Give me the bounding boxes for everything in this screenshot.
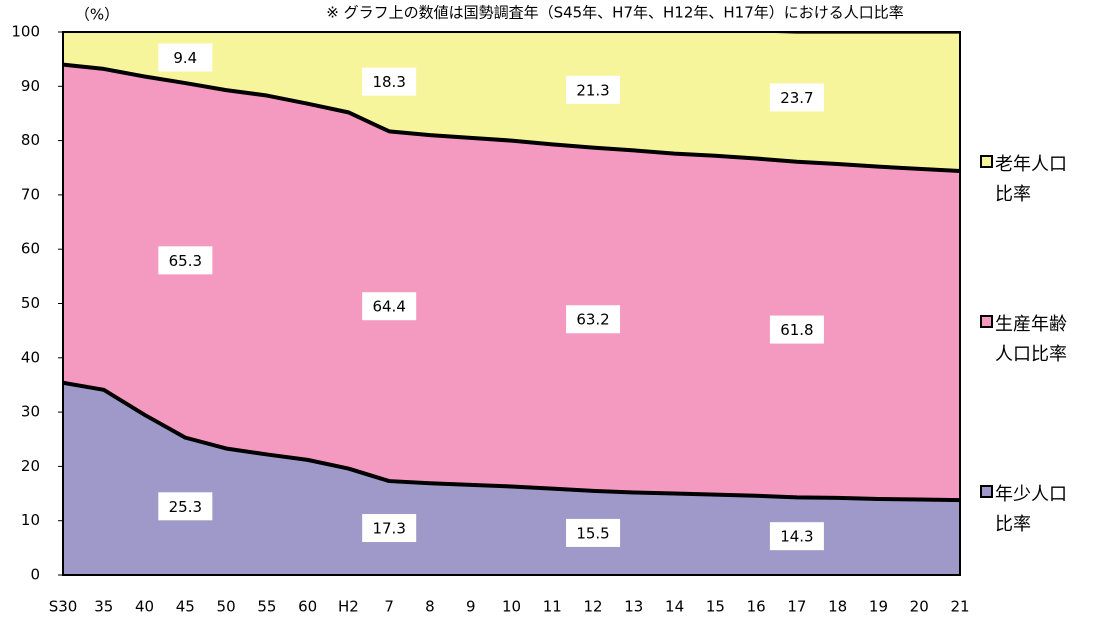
x-tick-label: 21 xyxy=(950,598,969,616)
legend-label: 老年人口比率 xyxy=(995,154,1067,205)
data-label-bg xyxy=(566,518,621,547)
data-label: 14.3 xyxy=(780,528,813,546)
x-tick-label: 11 xyxy=(543,598,562,616)
x-tick-label: 40 xyxy=(135,598,154,616)
x-tick-label: 18 xyxy=(828,598,847,616)
data-label: 21.3 xyxy=(576,81,609,99)
x-tick-label: 13 xyxy=(624,598,643,616)
x-tick-label: 45 xyxy=(176,598,195,616)
x-tick-label: 50 xyxy=(217,598,236,616)
data-label-bg xyxy=(362,514,417,543)
y-tick-label: 20 xyxy=(21,457,40,475)
x-tick-label: 60 xyxy=(298,598,317,616)
data-label: 65.3 xyxy=(169,252,202,270)
x-tick-label: 7 xyxy=(384,598,394,616)
y-tick-label: 90 xyxy=(21,77,40,95)
y-tick-label: 10 xyxy=(21,511,40,529)
legend-swatch xyxy=(980,155,993,168)
x-tick-label: S30 xyxy=(49,598,78,616)
x-tick-label: 20 xyxy=(910,598,929,616)
note: ※ グラフ上の数値は国勢調査年（S45年、H7年、H12年、H17年）における人… xyxy=(326,4,904,22)
data-label-bg xyxy=(158,492,213,521)
x-tick-label: 15 xyxy=(706,598,725,616)
area xyxy=(63,64,960,501)
data-label-bg xyxy=(362,67,417,96)
x-tick-label: 10 xyxy=(502,598,521,616)
data-label: 64.4 xyxy=(372,298,405,316)
data-label: 17.3 xyxy=(372,520,405,538)
data-label: 9.4 xyxy=(173,49,197,67)
data-label: 61.8 xyxy=(780,321,813,339)
legend-item: 年少人口比率 xyxy=(980,480,1090,540)
area xyxy=(63,32,960,172)
x-tick-label: 14 xyxy=(665,598,684,616)
y-tick-label: 100 xyxy=(11,23,40,41)
data-label: 18.3 xyxy=(372,73,405,91)
data-label-bg xyxy=(566,305,621,334)
y-tick-label: 70 xyxy=(21,185,40,203)
x-tick-label: 35 xyxy=(94,598,113,616)
data-label-bg xyxy=(158,246,213,275)
legend-label: 年少人口比率 xyxy=(995,484,1067,535)
x-tick-label: 9 xyxy=(466,598,476,616)
boundary-line xyxy=(62,380,961,503)
data-label-bg xyxy=(769,522,824,551)
x-tick-label: 12 xyxy=(583,598,602,616)
x-tick-label: 19 xyxy=(869,598,888,616)
legend-swatch xyxy=(980,315,993,328)
y-tick-label: 80 xyxy=(21,131,40,149)
data-label: 15.5 xyxy=(576,524,609,542)
data-label: 23.7 xyxy=(780,89,813,107)
data-label: 25.3 xyxy=(169,498,202,516)
x-tick-label: 17 xyxy=(787,598,806,616)
y-tick-label: 50 xyxy=(21,294,40,312)
y-tick-label: 40 xyxy=(21,348,40,366)
data-label-bg xyxy=(566,75,621,104)
boundary-line xyxy=(62,62,961,174)
y-tick-label: 30 xyxy=(21,403,40,421)
y-tick-label: 60 xyxy=(21,240,40,258)
x-tick-label: 8 xyxy=(425,598,435,616)
y-axis-label: （%） xyxy=(75,6,119,24)
y-tick-label: 0 xyxy=(30,566,40,584)
data-label-bg xyxy=(158,43,213,72)
x-tick-label: H2 xyxy=(338,598,359,616)
data-label: 63.2 xyxy=(576,311,609,329)
legend-item: 生産年齢人口比率 xyxy=(980,310,1090,370)
legend-item: 老年人口比率 xyxy=(980,150,1090,210)
legend-swatch xyxy=(980,485,993,498)
data-label-bg xyxy=(769,315,824,344)
area xyxy=(63,382,960,575)
x-tick-label: 16 xyxy=(747,598,766,616)
x-tick-label: 55 xyxy=(257,598,276,616)
data-label-bg xyxy=(362,292,417,321)
legend-label: 生産年齢人口比率 xyxy=(995,314,1067,365)
data-label-bg xyxy=(769,83,824,112)
